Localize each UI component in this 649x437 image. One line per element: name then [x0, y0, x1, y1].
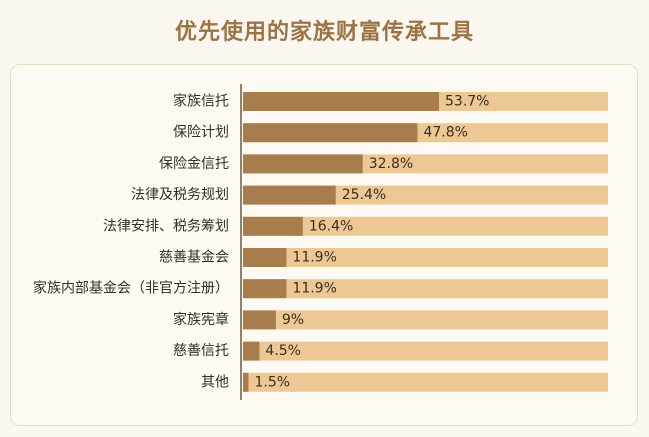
- category-label: 慈善信托: [173, 343, 229, 359]
- bar: [243, 341, 260, 361]
- bar: [243, 154, 363, 174]
- value-label: 32.8%: [369, 156, 413, 172]
- value-label: 25.4%: [342, 187, 386, 203]
- category-label: 家族内部基金会（非官方注册）: [33, 280, 229, 297]
- bar-track: [243, 310, 608, 330]
- bar: [243, 310, 276, 330]
- value-label: 11.9%: [292, 281, 336, 297]
- bar: [243, 372, 249, 392]
- value-label: 16.4%: [309, 218, 353, 234]
- category-label: 家族宪章: [173, 311, 229, 328]
- category-label: 法律安排、税务筹划: [103, 217, 229, 234]
- bar-track: [243, 216, 608, 236]
- category-label: 法律及税务规划: [131, 187, 229, 203]
- category-label: 家族信托: [173, 93, 229, 110]
- value-label: 4.5%: [265, 343, 301, 359]
- value-label: 9%: [282, 312, 304, 328]
- value-label: 11.9%: [292, 250, 336, 266]
- bar-track: [243, 372, 608, 392]
- bar: [243, 279, 287, 299]
- bar-track: [243, 341, 608, 361]
- bar: [243, 248, 287, 267]
- category-label: 其他: [201, 374, 229, 390]
- category-label: 保险金信托: [159, 156, 229, 172]
- chart-title: 优先使用的家族财富传承工具: [174, 20, 474, 45]
- bar: [243, 185, 336, 205]
- bar: [243, 123, 418, 143]
- category-label: 慈善基金会: [159, 249, 229, 266]
- value-label: 47.8%: [423, 125, 467, 141]
- value-label: 1.5%: [254, 374, 290, 390]
- bar-track: [243, 248, 608, 267]
- category-label: 保险计划: [173, 125, 229, 141]
- value-label: 53.7%: [445, 94, 489, 110]
- bar: [243, 216, 303, 236]
- bar-track: [243, 279, 608, 299]
- bar: [243, 92, 440, 111]
